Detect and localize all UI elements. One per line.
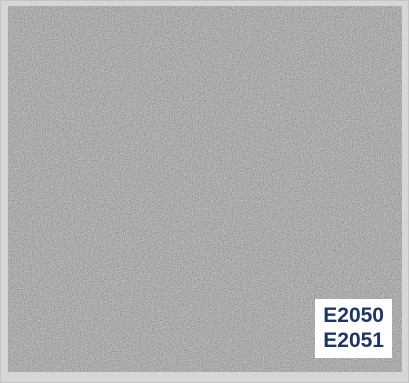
speckle-texture xyxy=(8,6,402,372)
product-code-1: E2050 xyxy=(323,304,384,327)
speckled-surface-swatch: E2050 E2051 xyxy=(8,6,402,372)
product-code-label: E2050 E2051 xyxy=(315,299,392,358)
product-code-2: E2051 xyxy=(323,329,384,352)
